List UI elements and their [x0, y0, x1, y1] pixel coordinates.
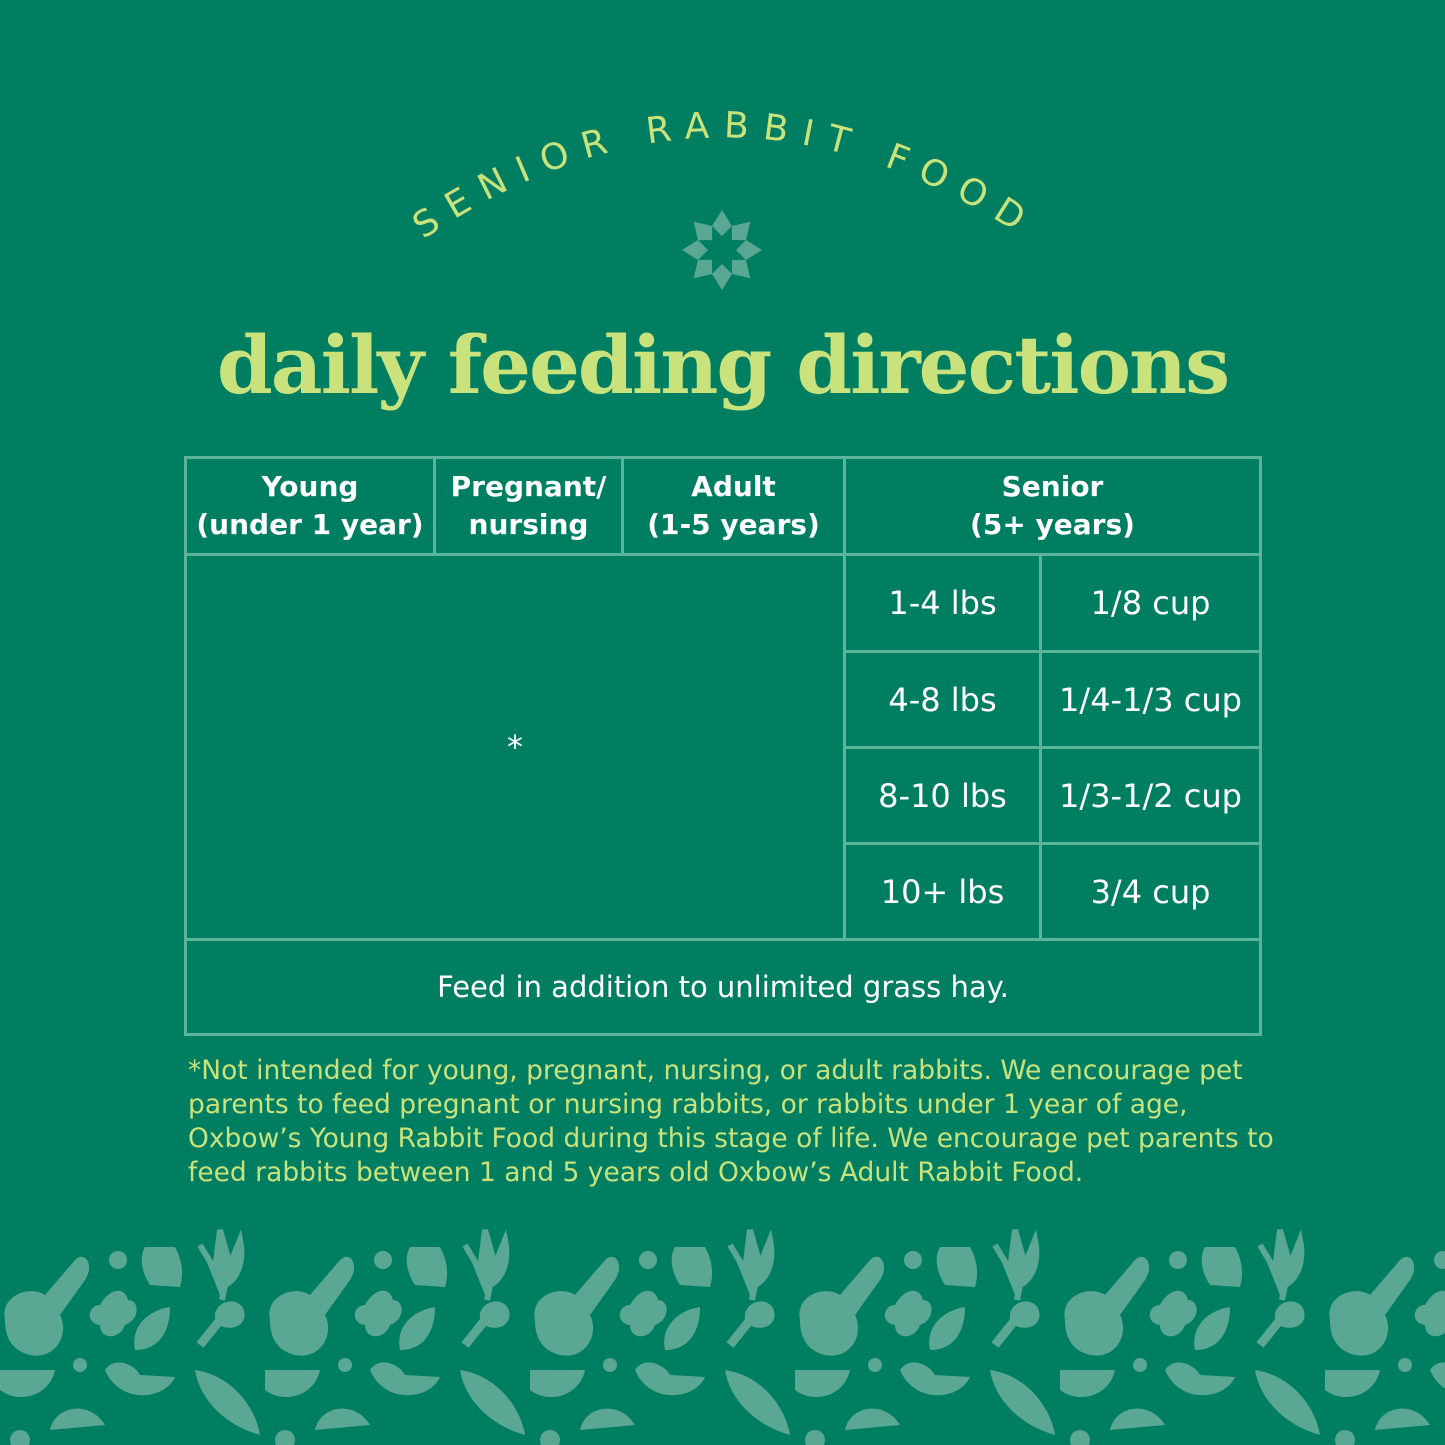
senior-amount: 1/4-1/3 cup [1039, 650, 1262, 749]
header-senior: Senior (5+ years) [843, 456, 1262, 556]
not-applicable-cell: * [184, 553, 846, 941]
flower-icon [682, 210, 762, 290]
feeding-table: Young (under 1 year) Pregnant/ nursing A… [184, 456, 1262, 1036]
header-adult: Adult (1-5 years) [621, 456, 846, 556]
senior-weight: 1-4 lbs [843, 553, 1042, 653]
header-pregnant-nursing: Pregnant/ nursing [433, 456, 624, 556]
page-title: daily feeding directions [216, 318, 1230, 412]
decorative-pattern [0, 1225, 1445, 1445]
senior-amount: 3/4 cup [1039, 842, 1262, 941]
senior-weight: 8-10 lbs [843, 746, 1042, 845]
senior-amount: 1/3-1/2 cup [1039, 746, 1262, 845]
header-young: Young (under 1 year) [184, 456, 436, 556]
senior-amount: 1/8 cup [1039, 553, 1262, 653]
footnote: *Not intended for young, pregnant, nursi… [188, 1055, 1274, 1188]
brand-line-arc: SENIOR RABBIT FOOD [406, 105, 1030, 290]
table-footer: Feed in addition to unlimited grass hay. [184, 938, 1262, 1036]
senior-weight: 4-8 lbs [843, 650, 1042, 749]
senior-weight: 10+ lbs [843, 842, 1042, 941]
